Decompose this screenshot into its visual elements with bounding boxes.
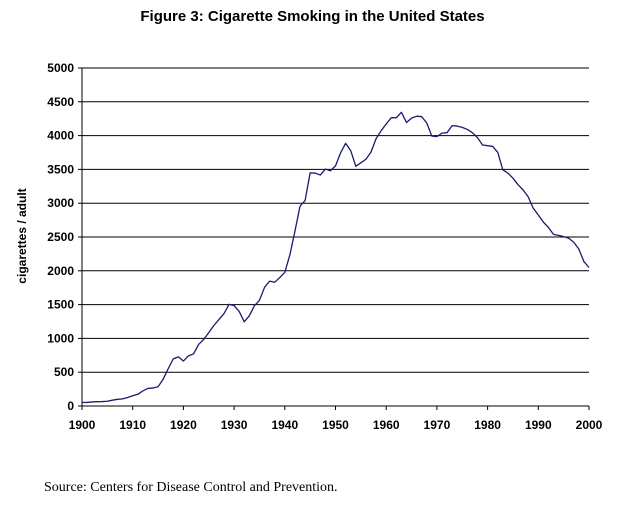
x-tick-label: 1930 [221,418,248,432]
y-tick-label: 2500 [47,230,74,244]
y-axis-title: cigarettes / adult [15,188,29,283]
y-tick-label: 2000 [47,264,74,278]
y-tick-label: 3000 [47,196,74,210]
y-tick-label: 1500 [47,298,74,312]
x-tick-label: 1970 [424,418,451,432]
axes [78,67,590,410]
y-tick-label: 4500 [47,95,74,109]
source-note: Source: Centers for Disease Control and … [44,480,338,495]
x-tick-label: 1990 [525,418,552,432]
x-tick-label: 1920 [170,418,197,432]
x-tick-label: 1950 [322,418,349,432]
x-tick-label: 1980 [474,418,501,432]
series-layer [81,111,590,404]
y-tick-label: 3500 [47,162,74,176]
gridlines [82,67,589,373]
x-tick-label: 1900 [69,418,96,432]
y-tick-label: 0 [67,399,74,413]
series-line [81,111,590,404]
y-tick-label: 500 [54,365,74,379]
y-tick-labels: 0 500 1000 1500 2000 2500 3000 3500 4000 4500 5000 [47,61,74,413]
y-tick-label: 1000 [47,331,74,345]
x-tick-labels: 1900 1910 1920 1930 1940 1950 1960 1970 1980 1990… [69,418,603,432]
chart-title: Figure 3: Cigarette Smoking in the Unite… [140,8,485,25]
x-tick-label: 2000 [576,418,603,432]
x-tick-label: 1910 [119,418,146,432]
y-tick-label: 5000 [47,61,74,75]
x-tick-label: 1940 [271,418,298,432]
x-tick-label: 1960 [373,418,400,432]
y-tick-label: 4000 [47,129,74,143]
